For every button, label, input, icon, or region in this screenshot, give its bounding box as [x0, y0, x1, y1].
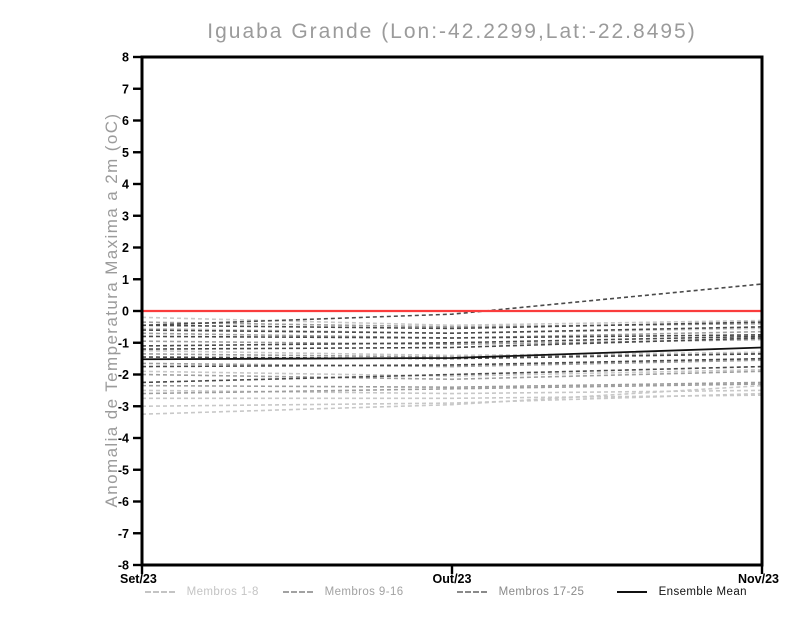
solid-line-swatch: [617, 591, 647, 593]
legend-item-membros-9-16: Membros 9-16: [283, 586, 404, 598]
member-line: [141, 381, 763, 389]
member-line: [141, 283, 763, 327]
member-line: [141, 337, 763, 350]
y-tick-label: 1: [122, 273, 129, 287]
member-line: [141, 392, 763, 408]
member-line: [141, 389, 763, 395]
member-line: [141, 326, 763, 335]
ensemble-mean-line: [141, 346, 763, 361]
y-tick-label: -1: [118, 336, 129, 350]
x-tick-label: Nov/23: [738, 572, 779, 586]
member-line: [141, 365, 763, 384]
dashed-line-swatch: [457, 591, 487, 593]
y-tick-label: -3: [118, 400, 129, 414]
legend-label: Membros 17-25: [498, 586, 585, 598]
member-line: [141, 349, 763, 357]
y-tick-label: 7: [122, 82, 129, 96]
y-tick-label: 2: [122, 241, 129, 255]
member-line: [141, 335, 763, 347]
legend-label: Ensemble Mean: [658, 586, 747, 598]
y-tick-label: 5: [122, 146, 129, 160]
member-line: [141, 321, 763, 328]
y-tick-label: -8: [118, 559, 129, 573]
y-tick-label: 0: [122, 305, 129, 319]
member-line: [141, 370, 763, 381]
plot-frame: [140, 55, 764, 567]
member-line: [142, 394, 763, 400]
x-tick-label: Out/23: [433, 572, 472, 586]
dashed-line-swatch: [145, 591, 175, 593]
member-line: [141, 359, 763, 368]
member-line: [141, 334, 763, 339]
y-tick-label: 8: [122, 51, 129, 65]
member-line: [141, 383, 763, 395]
y-tick-label: -6: [118, 495, 129, 509]
x-tick-label: Set/23: [120, 572, 157, 586]
member-line: [141, 384, 763, 415]
member-line: [141, 357, 763, 368]
dashed-line-swatch: [283, 591, 313, 593]
y-tick-label: -7: [118, 527, 129, 541]
y-tick-label: -2: [118, 368, 129, 382]
legend-label: Membros 1-8: [186, 586, 259, 598]
legend-item-membros-1-8: Membros 1-8: [145, 586, 259, 598]
legend-label: Membros 9-16: [324, 586, 404, 598]
member-line: [141, 316, 763, 327]
y-tick-label: -5: [118, 463, 129, 477]
y-tick-label: 3: [122, 209, 129, 223]
legend-item-membros-17-25: Membros 17-25: [457, 586, 584, 598]
member-line: [141, 368, 763, 377]
y-tick-label: -4: [118, 432, 129, 446]
member-line: [141, 321, 763, 330]
member-line: [141, 353, 763, 358]
y-tick-label: 6: [122, 114, 129, 128]
legend-item-ensemble-mean: Ensemble Mean: [617, 586, 747, 598]
y-tick-label: 4: [122, 178, 129, 192]
member-line: [141, 338, 763, 346]
chart-title: Iguaba Grande (Lon:-42.2299,Lat:-22.8495…: [207, 20, 697, 43]
